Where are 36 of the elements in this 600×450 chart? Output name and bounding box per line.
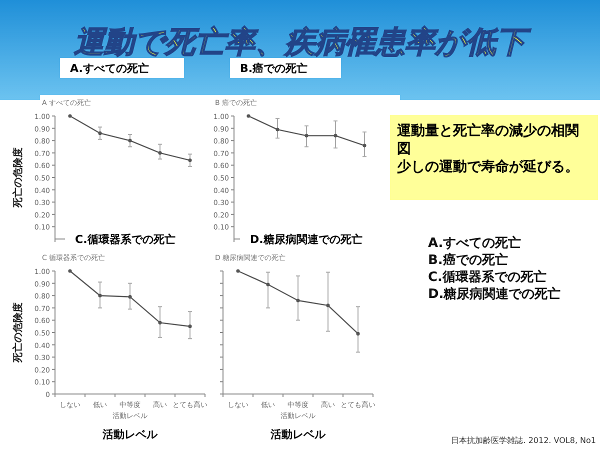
- point: [188, 324, 192, 328]
- point: [98, 294, 102, 298]
- point: [276, 128, 280, 132]
- text: C.循環器系での死亡: [428, 269, 546, 285]
- text: 運動で死亡率、疾病罹患率が低下: [73, 25, 532, 60]
- chart-title: B.癌での死亡: [240, 62, 308, 75]
- point: [356, 332, 360, 336]
- text: A.すべての死亡: [428, 235, 522, 251]
- point: [188, 158, 192, 162]
- text: 活動レベル: [270, 428, 326, 441]
- text: 少しの運動で寿命が延びる。: [397, 159, 579, 175]
- y-axis-title: 死亡の危険度: [12, 148, 24, 208]
- point: [128, 295, 132, 299]
- point: [326, 304, 330, 308]
- text: B.癌での死亡: [428, 252, 508, 268]
- point: [296, 298, 300, 302]
- text: D.糖尿病関連での死亡: [428, 286, 561, 302]
- point: [68, 114, 72, 118]
- point: [158, 151, 162, 155]
- point: [246, 114, 250, 118]
- chart-title: C.循環器系での死亡: [75, 233, 176, 246]
- chart-title: D.糖尿病関連での死亡: [250, 233, 362, 246]
- point: [362, 144, 366, 148]
- point: [334, 134, 338, 138]
- chart-title: A.すべての死亡: [70, 62, 149, 75]
- point: [68, 269, 72, 273]
- point: [236, 269, 240, 273]
- point: [158, 320, 162, 324]
- point: [266, 282, 270, 286]
- point: [128, 138, 132, 142]
- text: 運動量と死亡率の減少の相関図: [396, 122, 579, 157]
- text: 活動レベル: [102, 428, 158, 441]
- point: [304, 134, 308, 138]
- text: 日本抗加齢医学雑誌. 2012. VOL8, No1: [451, 436, 596, 445]
- point: [98, 131, 102, 136]
- y-axis-title: 死亡の危険度: [12, 302, 24, 364]
